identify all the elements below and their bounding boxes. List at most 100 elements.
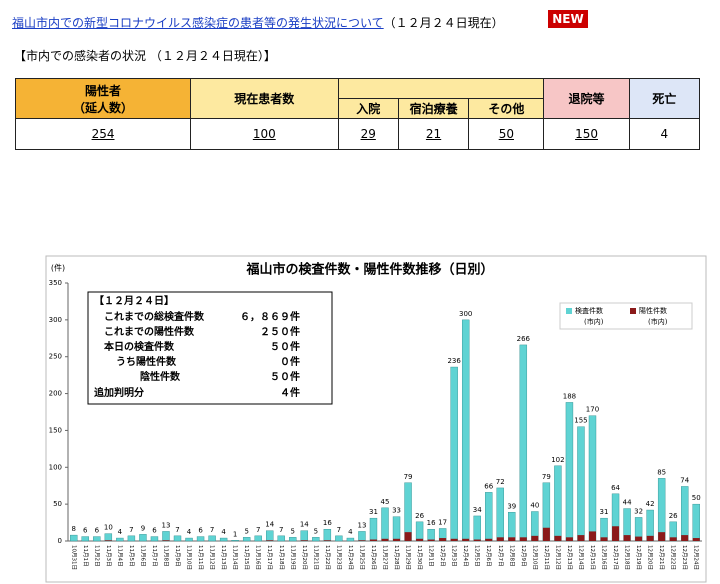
data-label: 188 <box>563 392 576 400</box>
bar <box>692 538 700 541</box>
bar <box>681 486 689 542</box>
value-cell[interactable]: 150 <box>543 118 630 150</box>
header-cell: その他 <box>468 98 545 119</box>
x-tick-label: 11月4日 <box>116 545 123 567</box>
value-cell[interactable]: 29 <box>337 118 399 150</box>
legend-sublabel: (市内) <box>648 317 668 326</box>
x-tick-label: 11月26日 <box>370 545 377 570</box>
value-cell[interactable]: 100 <box>190 118 339 150</box>
data-label: 74 <box>680 476 689 484</box>
data-label: 6 <box>83 527 88 535</box>
x-tick-label: 12月18日 <box>624 545 631 570</box>
x-tick-label: 11月8日 <box>162 545 169 567</box>
info-value: ５０件 <box>270 340 300 353</box>
data-label: 5 <box>314 527 318 535</box>
x-tick-label: 12月16日 <box>601 545 608 570</box>
bar <box>185 537 193 542</box>
value-cell[interactable]: 21 <box>397 118 470 150</box>
bar <box>577 535 585 541</box>
data-label: 266 <box>517 335 531 343</box>
x-tick-label: 11月14日 <box>232 545 239 570</box>
header-link[interactable]: 福山市内での新型コロナウイルス感染症の患者等の発生状況について <box>12 16 384 30</box>
data-label: 170 <box>586 406 599 414</box>
bar <box>623 535 631 541</box>
x-tick-label: 11月28日 <box>393 545 400 570</box>
bar <box>461 319 470 542</box>
x-tick-label: 11月20日 <box>301 545 308 570</box>
x-tick-label: 12月23日 <box>681 545 688 570</box>
header-cell: 陽性者 （延人数） <box>14 78 192 119</box>
legend-swatch <box>630 308 636 314</box>
data-label: 4 <box>221 528 226 536</box>
y-tick-label: 200 <box>49 390 62 398</box>
info-value: ４件 <box>280 386 300 399</box>
bar <box>450 538 458 541</box>
data-label: 16 <box>323 519 332 527</box>
legend-sublabel: (市内) <box>584 317 604 326</box>
x-tick-label: 11月7日 <box>151 545 158 567</box>
bar <box>427 529 435 542</box>
value-cell[interactable]: 50 <box>468 118 545 150</box>
data-label: 7 <box>175 526 179 534</box>
bar <box>150 536 159 542</box>
y-tick-label: 50 <box>53 500 62 508</box>
x-tick-label: 12月1日 <box>428 545 435 567</box>
x-tick-label: 11月13日 <box>220 545 227 570</box>
bar <box>116 537 124 542</box>
bar <box>70 534 78 542</box>
bar <box>565 537 573 541</box>
bar <box>588 531 596 541</box>
new-badge: NEW <box>548 10 588 28</box>
bar <box>358 531 366 542</box>
x-tick-label: 11月30日 <box>416 545 423 570</box>
x-tick-label: 12月10日 <box>531 545 538 570</box>
data-label: 7 <box>129 526 133 534</box>
data-label: 13 <box>162 521 171 529</box>
info-heading: 【１２月２４日】 <box>94 294 174 307</box>
x-tick-label: 11月24日 <box>347 545 354 570</box>
chart-title: 福山市の検査件数・陽性件数推移（日別） <box>245 262 493 278</box>
x-tick-label: 10月31日 <box>70 545 77 570</box>
bar <box>335 535 343 542</box>
x-tick-label: 11月6日 <box>139 545 146 567</box>
x-tick-label: 11月11日 <box>197 545 204 570</box>
bar <box>127 535 136 542</box>
bar <box>531 535 539 541</box>
info-label: 追加判明分 <box>94 386 144 399</box>
info-value: ２５０件 <box>260 325 300 338</box>
info-frame <box>87 291 333 405</box>
bar <box>577 426 585 542</box>
legend-label: 陽性件数 <box>639 306 667 315</box>
value-cell[interactable]: 254 <box>14 118 192 150</box>
bar <box>369 539 377 541</box>
x-tick-label: 11月18日 <box>278 545 285 570</box>
x-tick-label: 12月6日 <box>485 545 492 567</box>
x-tick-label: 12月2日 <box>439 545 446 567</box>
data-label: 32 <box>634 507 643 515</box>
bar <box>415 521 424 542</box>
x-tick-label: 11月25日 <box>358 545 365 570</box>
header-cell: 死亡 <box>628 78 701 119</box>
x-tick-label: 12月14日 <box>577 545 584 570</box>
x-tick-label: 12月7日 <box>497 545 504 567</box>
section-title: 【市内での感染者の状況 （１２月２４日現在）】 <box>14 49 276 63</box>
data-label: 14 <box>265 521 274 529</box>
y-tick-label: 150 <box>49 426 62 434</box>
data-label: 9 <box>141 524 145 532</box>
legend-frame <box>559 302 693 330</box>
x-tick-label: 12月24日 <box>693 545 700 570</box>
bar <box>139 534 147 542</box>
header-cell: 退院等 <box>543 78 630 119</box>
x-tick-label: 11月12日 <box>209 545 216 570</box>
value-cell: 4 <box>628 118 701 150</box>
info-value: ６，８６９件 <box>240 310 300 323</box>
data-label: 79 <box>404 473 413 481</box>
sublabel: （延人数） <box>73 100 134 115</box>
info-label: うち陽性件数 <box>116 355 177 368</box>
data-label: 4 <box>118 528 123 536</box>
x-tick-label: 12月13日 <box>566 545 573 570</box>
x-tick-label: 11月5日 <box>128 545 135 567</box>
x-tick-label: 12月21日 <box>658 545 665 570</box>
x-tick-label: 12月3日 <box>451 545 458 567</box>
bar <box>485 492 493 542</box>
